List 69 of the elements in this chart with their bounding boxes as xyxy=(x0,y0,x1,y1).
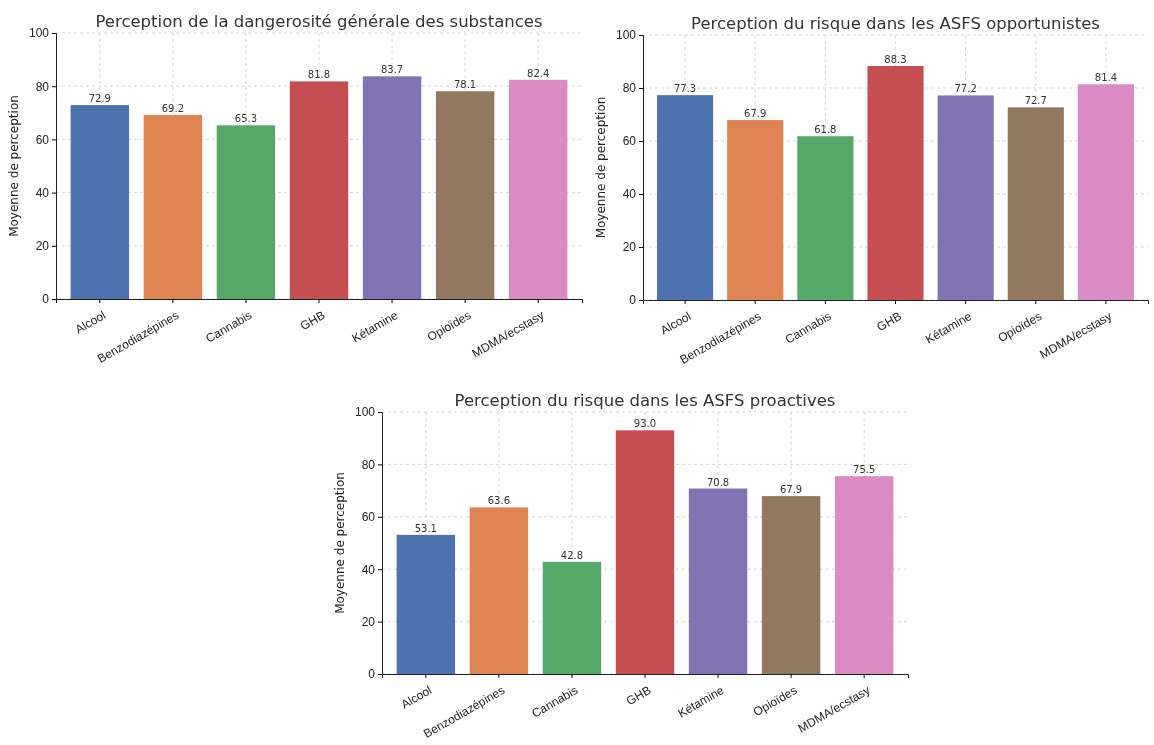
data-label: 93.0 xyxy=(633,418,657,430)
data-label: 63.6 xyxy=(487,495,511,507)
data-label: 82.4 xyxy=(527,67,550,79)
data-label: 77.3 xyxy=(673,83,697,95)
y-tick-label: 80 xyxy=(35,79,50,94)
y-tick-label: 80 xyxy=(622,81,637,96)
data-label: 67.9 xyxy=(779,484,803,496)
bar xyxy=(143,114,203,299)
bar xyxy=(761,496,821,674)
data-label: 78.1 xyxy=(453,79,477,91)
y-tick-label: 20 xyxy=(622,240,637,255)
bar xyxy=(615,430,675,674)
data-label: 75.5 xyxy=(853,464,876,476)
x-tick-label: GHB xyxy=(297,308,328,334)
y-axis-title: Moyenne de perception xyxy=(333,472,347,614)
y-tick-label: 0 xyxy=(629,293,637,308)
data-label: 81.4 xyxy=(1094,72,1118,84)
data-label: 81.8 xyxy=(307,69,331,81)
bar xyxy=(834,476,894,674)
y-tick-label: 0 xyxy=(42,292,50,307)
bar xyxy=(508,79,568,299)
bar xyxy=(937,95,994,300)
y-axis-title: Moyenne de perception xyxy=(7,95,21,237)
bar xyxy=(657,95,714,300)
bar xyxy=(542,561,602,674)
chart-title: Perception du risque dans les ASFS opportunistes xyxy=(691,14,1100,33)
y-tick-label: 40 xyxy=(622,187,637,202)
data-label: 72.9 xyxy=(88,93,111,105)
x-tick-label: GHB xyxy=(874,309,904,335)
chart-title: Perception du risque dans les ASFS proactives xyxy=(454,391,836,410)
bar xyxy=(396,534,456,674)
bar xyxy=(1077,84,1134,300)
bar xyxy=(469,507,529,674)
bar xyxy=(216,125,276,299)
data-label: 42.8 xyxy=(560,549,584,561)
bar xyxy=(435,91,495,299)
x-tick-label: GHB xyxy=(623,683,654,709)
bar xyxy=(867,66,924,300)
y-tick-label: 80 xyxy=(361,457,376,472)
y-tick-label: 40 xyxy=(35,185,50,200)
data-label: 69.2 xyxy=(161,102,185,114)
bar xyxy=(70,105,130,299)
data-label: 65.3 xyxy=(234,113,258,125)
bar xyxy=(688,488,748,674)
y-tick-label: 20 xyxy=(361,614,376,629)
bar xyxy=(727,120,784,300)
bar xyxy=(1007,107,1064,300)
data-label: 53.1 xyxy=(414,522,437,534)
data-label: 83.7 xyxy=(380,64,404,76)
y-tick-label: 20 xyxy=(35,239,50,254)
y-tick-label: 100 xyxy=(354,405,376,420)
y-tick-label: 100 xyxy=(28,26,50,41)
bar xyxy=(362,76,422,299)
data-label: 67.9 xyxy=(744,108,767,120)
data-label: 77.2 xyxy=(954,83,977,95)
y-tick-label: 60 xyxy=(622,134,637,149)
y-tick-label: 60 xyxy=(35,132,50,147)
chart-title: Perception de la dangerosité générale des substances xyxy=(95,12,543,31)
data-label: 88.3 xyxy=(884,54,907,65)
y-axis-title: Moyenne de perception xyxy=(594,96,608,239)
y-tick-label: 40 xyxy=(361,562,376,577)
y-tick-label: 60 xyxy=(361,510,376,525)
data-label: 72.7 xyxy=(1024,95,1047,107)
data-label: 70.8 xyxy=(706,476,730,488)
bar xyxy=(289,81,349,299)
y-tick-label: 0 xyxy=(368,667,376,682)
y-tick-label: 100 xyxy=(615,28,637,43)
bar xyxy=(797,136,854,300)
data-label: 61.8 xyxy=(814,124,837,136)
